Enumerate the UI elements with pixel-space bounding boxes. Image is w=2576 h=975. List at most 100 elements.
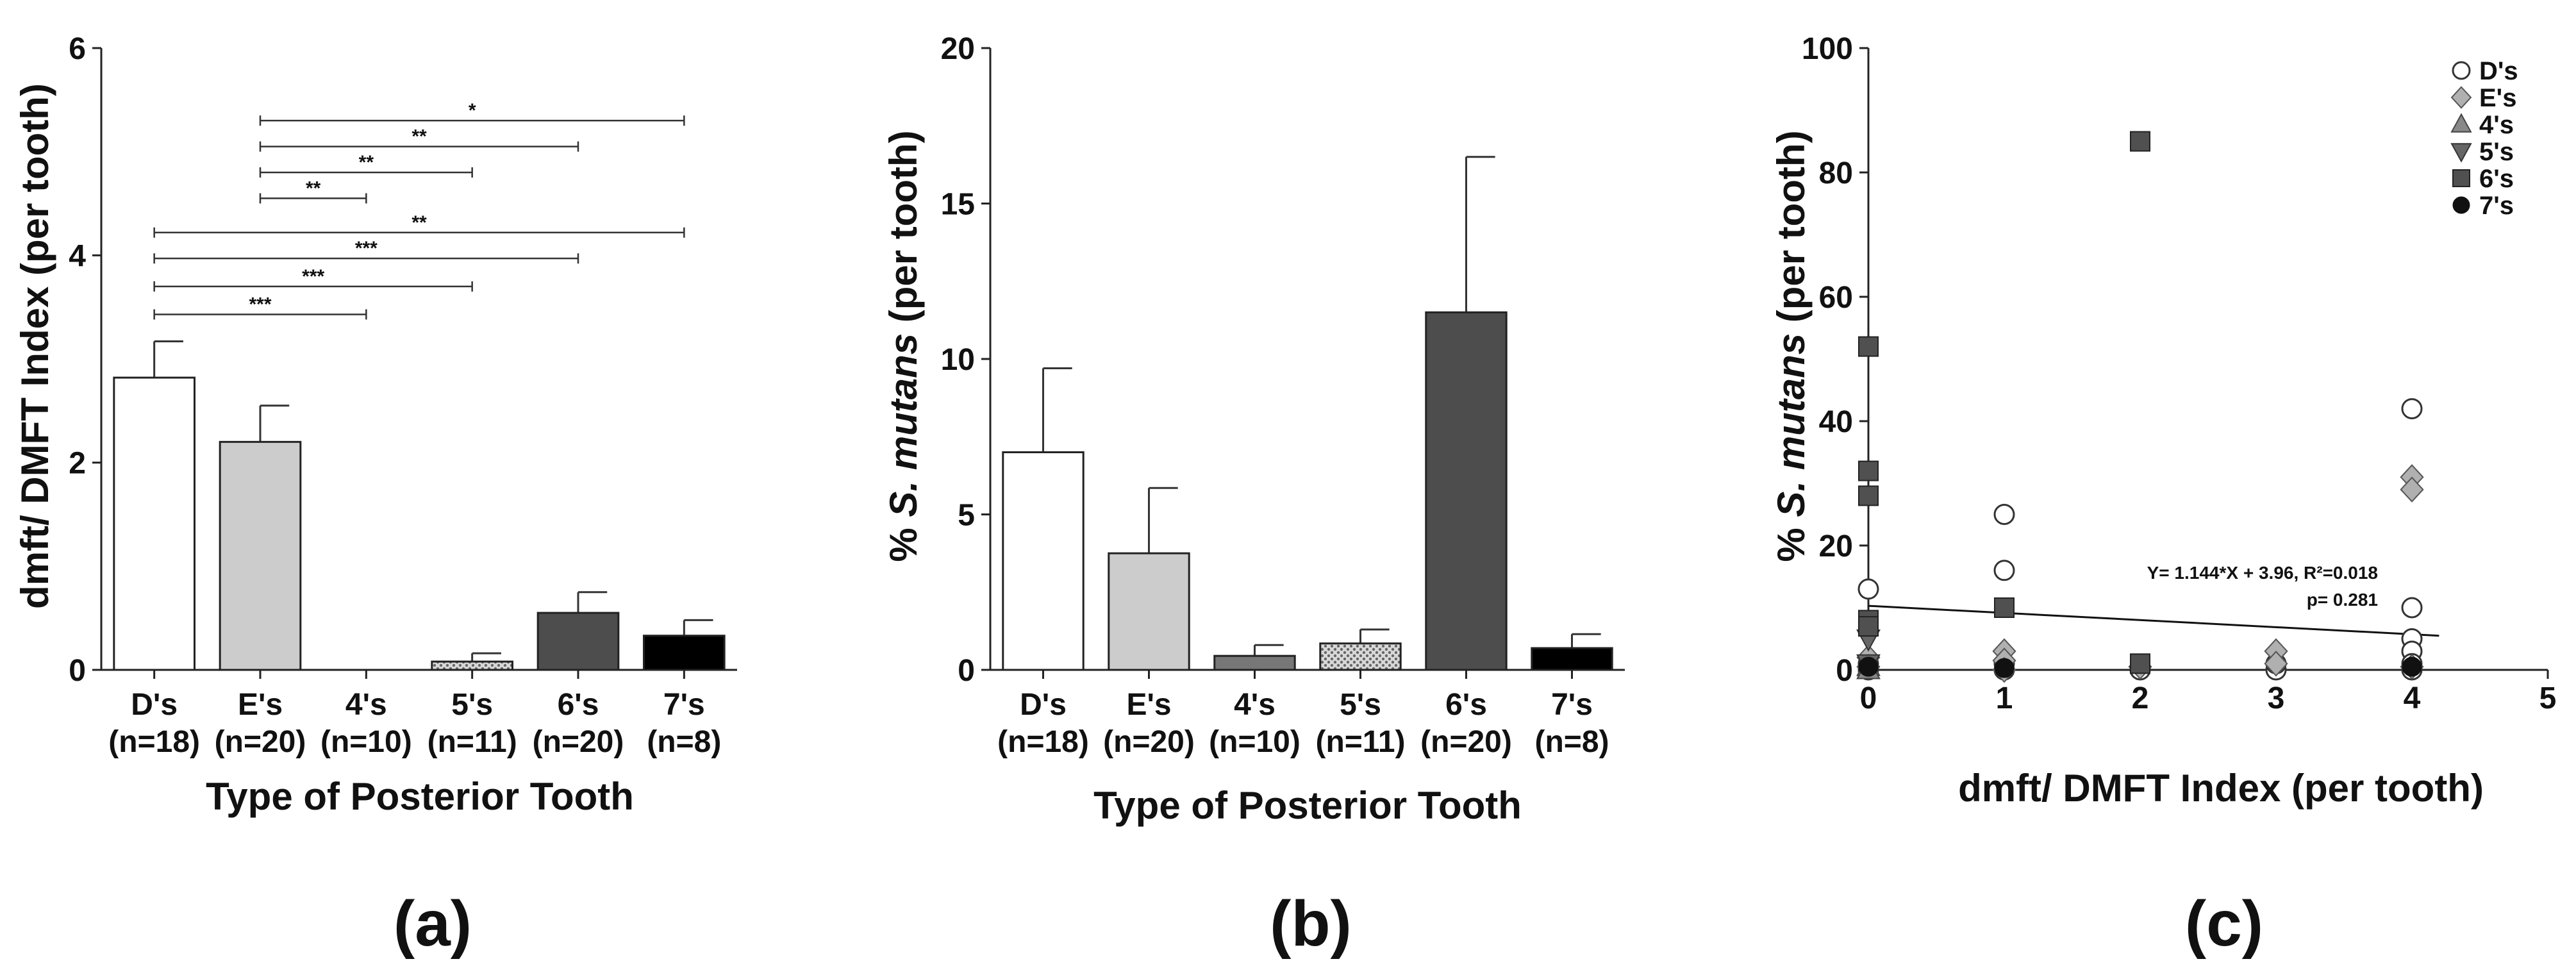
chart-c-x-tick-label: 2	[2132, 681, 2149, 715]
chart-b-x-tick-label: 5's	[1340, 688, 1381, 722]
chart-a: dmft/ DMFT Index (per tooth) Type of Pos…	[13, 32, 737, 960]
chart-a-significance-label: ***	[302, 266, 324, 287]
legend-label-5s: 5's	[2479, 138, 2514, 166]
scatter-point-ds	[1993, 504, 2015, 525]
scatter-point-7s	[1858, 656, 1879, 677]
chart-c-y-label-prefix: %	[1770, 517, 1813, 562]
chart-b-x-tick-label: E's	[1126, 688, 1171, 722]
chart-b-bar	[1213, 654, 1296, 671]
chart-b-x-tick-count: (n=18)	[997, 725, 1089, 759]
chart-a-bar	[113, 376, 195, 671]
chart-a-significance-label: **	[411, 212, 427, 233]
chart-a-significance-label: *	[469, 100, 476, 121]
scatter-point-6s	[2130, 131, 2150, 152]
regression-line	[1868, 604, 2439, 637]
legend-marker-4s	[2450, 113, 2472, 133]
scatter-point-6s	[1858, 485, 1879, 506]
chart-b-x-tick-count: (n=8)	[1534, 725, 1609, 759]
chart-b-x-tick-count: (n=20)	[1420, 725, 1512, 759]
chart-a-y-tick-label: 6	[69, 32, 86, 66]
chart-c: % S. mutans (per tooth) dmft/ DMFT Index…	[1770, 32, 2556, 960]
chart-b-bar	[1002, 451, 1084, 671]
chart-b-panel-label: (b)	[1270, 888, 1352, 960]
chart-b-y-tick-label: 5	[958, 499, 975, 533]
chart-b-x-axis-label: Type of Posterior Tooth	[1093, 784, 1522, 827]
chart-a-bar	[643, 635, 726, 671]
chart-a-x-tick-count: (n=11)	[428, 725, 517, 759]
legend-label-4s: 4's	[2479, 111, 2514, 139]
chart-a-significance-label: **	[411, 126, 427, 147]
chart-b-bar	[1425, 311, 1508, 671]
chart-c-panel-label: (c)	[2185, 888, 2263, 960]
chart-a-y-axis-label: dmft/ DMFT Index (per tooth)	[13, 83, 56, 609]
regression-p-value: p= 0.281	[2307, 590, 2378, 610]
legend-marker-5s	[2450, 143, 2472, 163]
chart-b-x-tick-count: (n=10)	[1209, 725, 1300, 759]
chart-c-y-tick-label: 80	[1819, 156, 1853, 190]
chart-b-y-label-suffix: (per tooth)	[882, 130, 925, 333]
chart-a-significance-label: **	[306, 178, 321, 199]
chart-a-bar	[431, 660, 513, 671]
chart-c-y-tick-label: 20	[1819, 529, 1853, 563]
legend-marker-6s	[2452, 169, 2470, 187]
chart-b-y-tick-label: 10	[941, 343, 975, 377]
legend-marker-es	[2450, 86, 2472, 109]
scatter-point-6s	[1858, 460, 1879, 481]
chart-b-bar	[1531, 647, 1613, 671]
legend-label-7s: 7's	[2479, 192, 2514, 220]
chart-a-bar	[536, 612, 620, 671]
chart-a-significance-label: ***	[355, 238, 378, 259]
chart-c-y-tick-label: 0	[1836, 654, 1853, 688]
chart-b-y-label-prefix: %	[882, 517, 925, 562]
chart-c-x-tick-label: 3	[2268, 681, 2285, 715]
chart-a-x-tick-label: D's	[131, 688, 178, 722]
chart-c-y-tick-label: 100	[1802, 32, 1853, 66]
chart-b-y-tick-label: 0	[958, 654, 975, 688]
chart-b-bar	[1108, 552, 1190, 671]
legend-label-6s: 6's	[2479, 165, 2514, 193]
legend-label-ds: D's	[2479, 57, 2518, 85]
scatter-point-6s	[1858, 616, 1879, 637]
chart-b-x-tick-label: 4's	[1234, 688, 1276, 722]
chart-c-y-label-suffix: (per tooth)	[1770, 130, 1813, 333]
regression-equation: Y= 1.144*X + 3.96, R²=0.018	[2147, 563, 2378, 583]
chart-a-x-axis-label: Type of Posterior Tooth	[206, 775, 634, 818]
chart-a-x-tick-count: (n=18)	[108, 725, 200, 759]
scatter-point-ds	[2401, 597, 2423, 619]
chart-a-y-tick-label: 0	[69, 654, 86, 688]
chart-b-y-axis-label: % S. mutans (per tooth)	[882, 130, 925, 562]
chart-a-x-tick-label: E's	[238, 688, 283, 722]
chart-c-y-tick-label: 60	[1819, 281, 1853, 315]
chart-a-x-tick-label: 5's	[451, 688, 493, 722]
chart-c-x-tick-label: 1	[1996, 681, 2013, 715]
chart-a-significance-label: **	[359, 152, 374, 173]
chart-c-y-tick-label: 40	[1819, 405, 1853, 439]
chart-b-x-tick-label: 6's	[1445, 688, 1487, 722]
chart-c-x-tick-label: 5	[2539, 681, 2557, 715]
chart-a-x-tick-count: (n=20)	[533, 725, 624, 759]
chart-a-x-tick-label: 6's	[558, 688, 599, 722]
legend-marker-7s	[2452, 196, 2470, 214]
chart-b-x-tick-count: (n=20)	[1103, 725, 1195, 759]
scatter-point-7s	[2402, 656, 2422, 677]
scatter-point-ds	[2401, 398, 2423, 420]
chart-b-x-tick-count: (n=11)	[1315, 725, 1405, 759]
chart-c-y-label-italic: S. mutans	[1770, 333, 1813, 517]
chart-b-x-tick-label: 7's	[1551, 688, 1593, 722]
chart-b-bar	[1319, 642, 1402, 671]
chart-b: % S. mutans (per tooth) Type of Posterio…	[882, 32, 1625, 960]
scatter-point-ds	[1857, 578, 1879, 600]
scatter-point-6s	[1994, 597, 2015, 618]
chart-b-x-tick-label: D's	[1020, 688, 1067, 722]
chart-c-x-tick-label: 4	[2404, 681, 2421, 715]
chart-a-y-tick-label: 2	[69, 447, 86, 481]
scatter-point-ds	[1993, 560, 2015, 581]
scatter-point-es	[2264, 651, 2288, 677]
chart-a-x-tick-label: 4's	[345, 688, 387, 722]
chart-b-y-label-italic: S. mutans	[882, 333, 925, 517]
scatter-point-7s	[1994, 658, 2015, 678]
chart-c-x-axis-label: dmft/ DMFT Index (per tooth)	[1958, 767, 2484, 810]
chart-a-x-tick-label: 7's	[663, 688, 705, 722]
chart-b-y-tick-label: 20	[941, 32, 975, 66]
